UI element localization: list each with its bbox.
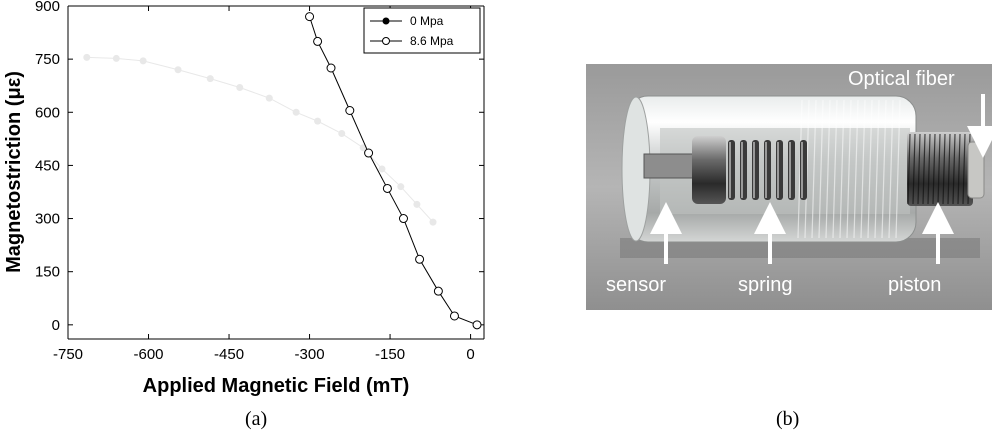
series-layer	[83, 12, 482, 330]
data-point-0-mpa	[206, 75, 214, 83]
axis-ticks: -750 -600 -450 -300 -150 0 0 150 300 450 600 750 900	[35, 0, 484, 363]
data-point-0-mpa	[314, 117, 322, 125]
spring-coil-highlight	[765, 142, 767, 198]
data-point-8-6-mpa	[313, 36, 323, 46]
x-tick-label: -300	[295, 346, 325, 363]
y-tick-label: 600	[35, 104, 60, 121]
data-point-8-6-mpa	[364, 148, 374, 158]
spring-coil-highlight	[789, 142, 791, 198]
y-tick-label: 900	[35, 0, 60, 15]
data-point-8-6-mpa	[326, 63, 336, 73]
bore-thread-line	[811, 99, 817, 239]
x-tick-label: -750	[53, 346, 83, 363]
bore-thread-line	[832, 99, 838, 239]
bore-thread-line	[895, 99, 901, 239]
chart-frame	[67, 5, 485, 340]
label-spring: spring	[738, 274, 792, 296]
label-optical-fiber: Optical fiber	[848, 68, 955, 90]
data-point-0-mpa	[236, 83, 244, 91]
piston-thread-line	[957, 133, 961, 205]
legend-marker-8-6mpa	[382, 37, 390, 45]
y-tick-label: 750	[35, 51, 60, 68]
bore-thread-line	[888, 99, 894, 239]
spring-coil-highlight	[729, 142, 731, 198]
sensor-rod	[643, 153, 695, 179]
legend: 0 Mpa 8.6 Mpa	[363, 7, 481, 54]
bore-thread-line	[846, 99, 852, 239]
data-point-0-mpa	[397, 183, 405, 191]
data-point-0-mpa	[292, 108, 300, 116]
data-point-8-6-mpa	[398, 214, 408, 224]
caption-a: (a)	[245, 408, 268, 430]
piston-thread-line	[922, 133, 926, 205]
data-point-0-mpa	[83, 53, 91, 61]
spring-coil-highlight	[801, 142, 803, 198]
spring-coil-highlight	[741, 142, 743, 198]
data-point-8-6-mpa	[472, 320, 482, 330]
piston-thread-line	[962, 133, 966, 205]
piston-thread-line	[927, 133, 931, 205]
series-line-8-6-mpa	[309, 16, 478, 326]
piston-thread-line	[952, 133, 956, 205]
y-tick-label: 150	[35, 264, 60, 281]
piston-thread-line	[912, 133, 916, 205]
label-piston: piston	[888, 274, 941, 296]
y-axis-title: Magnetostriction (με)	[3, 71, 25, 273]
piston-thread-line	[907, 133, 911, 205]
data-point-8-6-mpa	[415, 254, 425, 264]
data-point-8-6-mpa	[433, 286, 443, 296]
bore-thread-line	[853, 99, 859, 239]
piston-thread-line	[942, 133, 946, 205]
piston-thread-line	[917, 133, 921, 205]
legend-box	[363, 7, 481, 54]
x-tick-label: -450	[214, 346, 244, 363]
data-point-0-mpa	[139, 57, 147, 65]
data-point-0-mpa	[413, 200, 421, 208]
bore-thread-line	[825, 99, 831, 239]
photo-shadow	[620, 238, 980, 258]
bore-thread-line	[860, 99, 866, 239]
data-point-0-mpa	[265, 94, 273, 102]
y-tick-label: 0	[52, 317, 60, 334]
caption-b: (b)	[776, 408, 800, 430]
spring-coil-highlight	[753, 142, 755, 198]
bore-thread-line	[818, 99, 824, 239]
data-point-0-mpa	[174, 66, 182, 74]
data-point-8-6-mpa	[345, 106, 355, 116]
y-tick-label: 450	[35, 157, 60, 174]
data-point-0-mpa	[112, 54, 120, 62]
label-sensor: sensor	[606, 274, 666, 296]
data-point-8-6-mpa	[305, 12, 315, 22]
y-tick-label: 300	[35, 211, 60, 228]
piston-thread-line	[947, 133, 951, 205]
spring-coil-highlight	[777, 142, 779, 198]
x-tick-label: -600	[134, 346, 164, 363]
piston-thread-line	[932, 133, 936, 205]
spring-coils	[728, 140, 807, 200]
data-point-8-6-mpa	[382, 183, 392, 193]
data-point-0-mpa	[429, 218, 437, 226]
bore-thread-line	[874, 99, 880, 239]
data-point-0-mpa	[338, 130, 346, 138]
photo-arrows	[650, 94, 999, 264]
legend-label-8-6mpa: 8.6 Mpa	[410, 34, 454, 48]
sensor-device-photo: Optical fiber sensor spring piston	[586, 64, 999, 310]
bore-thread-line	[839, 99, 845, 239]
x-axis-title: Applied Magnetic Field (mT)	[143, 375, 410, 397]
data-point-0-mpa	[378, 165, 386, 173]
series-line-0-mpa	[86, 56, 434, 223]
data-point-8-6-mpa	[449, 311, 459, 321]
sensor-body	[692, 136, 726, 204]
bore-thread-line	[867, 99, 873, 239]
legend-marker-0mpa	[382, 17, 390, 25]
bore-thread-line	[881, 99, 887, 239]
legend-label-0mpa: 0 Mpa	[410, 14, 444, 28]
x-tick-label: 0	[466, 346, 474, 363]
x-tick-label: -150	[375, 346, 405, 363]
fiber-connector	[967, 141, 985, 199]
piston-thread-line	[937, 133, 941, 205]
